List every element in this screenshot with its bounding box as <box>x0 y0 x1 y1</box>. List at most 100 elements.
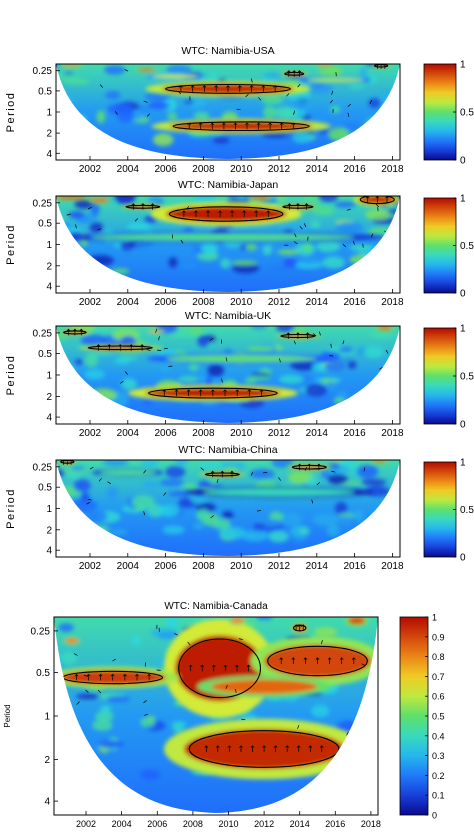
coherence-texture <box>71 467 85 471</box>
coherence-texture <box>107 487 118 501</box>
y-tick-label: 2 <box>46 129 52 140</box>
y-axis-label: Period <box>5 488 17 529</box>
coherence-region <box>152 74 197 78</box>
coherence-texture <box>340 458 356 467</box>
y-tick-label: 2 <box>46 525 52 536</box>
colorbar-tick-label: 0 <box>460 553 466 564</box>
x-tick-label: 2012 <box>254 819 274 829</box>
x-tick-label: 2016 <box>325 819 345 829</box>
coherence-texture <box>127 223 152 231</box>
wtc-heatmap-area <box>51 454 400 557</box>
colorbar-tick-label: 0.2 <box>432 771 445 781</box>
colorbar <box>424 328 456 424</box>
coherence-texture <box>283 258 297 267</box>
colorbar-tick-label: 0.5 <box>460 108 474 119</box>
panel-title: WTC: Namibia-China <box>178 444 277 456</box>
colorbar-tick-label: 0.3 <box>432 751 445 761</box>
x-tick-label: 2006 <box>154 164 177 175</box>
coherence-texture <box>222 511 234 519</box>
x-tick-label: 2014 <box>306 164 329 175</box>
x-tick-label: 2014 <box>306 561 329 572</box>
y-tick-label: 1 <box>44 712 50 723</box>
coherence-texture <box>307 82 333 94</box>
x-tick-label: 2008 <box>183 819 203 829</box>
y-tick-label: 2 <box>44 755 50 766</box>
coherence-texture <box>327 381 336 391</box>
colorbar-tick-label: 0.5 <box>460 505 474 516</box>
y-tick-label: 4 <box>46 413 52 424</box>
coherence-texture <box>342 123 359 130</box>
x-tick-label: 2010 <box>218 819 238 829</box>
coherence-texture <box>84 369 105 379</box>
wtc-heatmap-area <box>45 61 410 160</box>
colorbar <box>424 64 456 160</box>
x-tick-label: 2002 <box>76 819 96 829</box>
coherence-texture <box>92 719 112 731</box>
coherence-texture <box>59 623 74 632</box>
x-tick-label: 2014 <box>306 428 329 439</box>
colorbar <box>424 198 456 293</box>
coherence-texture <box>144 400 152 405</box>
coherence-region <box>348 617 366 624</box>
coherence-texture <box>90 222 104 233</box>
wtc-heatmap-area <box>48 190 405 293</box>
x-tick-label: 2012 <box>268 428 291 439</box>
x-tick-label: 2008 <box>192 297 215 308</box>
coherence-texture <box>121 378 137 390</box>
coherence-texture <box>193 112 209 120</box>
x-tick-label: 2016 <box>343 164 366 175</box>
colorbar-tick-label: 0 <box>460 289 466 300</box>
coherence-texture <box>140 770 160 780</box>
colorbar-tick-label: 0 <box>460 156 466 167</box>
panel-title: WTC: Namibia-Japan <box>178 179 279 191</box>
coherence-region <box>56 196 86 200</box>
coherence-texture <box>330 106 341 113</box>
coherence-texture <box>131 635 142 646</box>
coherence-texture <box>248 376 271 380</box>
coherence-texture <box>298 257 321 265</box>
coherence-texture <box>299 528 308 534</box>
coherence-region <box>99 470 156 475</box>
panel-title: WTC: Namibia-USA <box>181 45 274 57</box>
panel-title: WTC: Namibia-Canada <box>164 601 268 612</box>
y-tick-label: 0.5 <box>38 219 52 230</box>
coherence-texture <box>350 245 375 252</box>
x-tick-label: 2002 <box>79 561 102 572</box>
colorbar-tick-label: 0.5 <box>460 241 474 252</box>
coherence-texture <box>141 460 159 467</box>
colorbar-tick-label: 1 <box>460 194 466 205</box>
y-tick-label: 4 <box>46 282 52 293</box>
coherence-texture <box>196 509 210 521</box>
coherence-texture <box>87 351 113 355</box>
coherence-texture <box>335 202 356 208</box>
colorbar-tick-label: 1 <box>432 613 437 623</box>
coherence-texture <box>100 705 111 713</box>
coherence-texture <box>193 523 203 529</box>
y-tick-label: 0.5 <box>38 349 52 360</box>
coherence-texture <box>314 627 337 637</box>
y-axis-label: Period <box>5 355 17 396</box>
coherence-texture <box>246 242 258 251</box>
coherence-texture <box>147 716 155 720</box>
colorbar <box>400 617 428 815</box>
y-tick-label: 0.25 <box>33 462 53 473</box>
coherence-texture <box>105 91 120 99</box>
coherence-texture <box>81 335 107 347</box>
x-tick-label: 2016 <box>343 561 366 572</box>
coherence-texture <box>148 102 170 109</box>
coherence-texture <box>279 375 304 384</box>
y-axis-label: Period <box>3 704 12 727</box>
y-tick-label: 0.25 <box>33 328 53 339</box>
coherence-texture <box>337 516 353 524</box>
y-tick-label: 0.25 <box>31 626 51 637</box>
coherence-texture <box>167 113 177 120</box>
y-tick-label: 4 <box>46 546 52 557</box>
coherence-texture <box>91 203 100 216</box>
x-tick-label: 2004 <box>117 428 140 439</box>
coherence-region <box>166 355 317 362</box>
coherence-texture <box>179 376 199 383</box>
coherence-texture <box>162 525 184 534</box>
colorbar-tick-label: 0.5 <box>432 712 445 722</box>
x-tick-label: 2008 <box>192 428 215 439</box>
